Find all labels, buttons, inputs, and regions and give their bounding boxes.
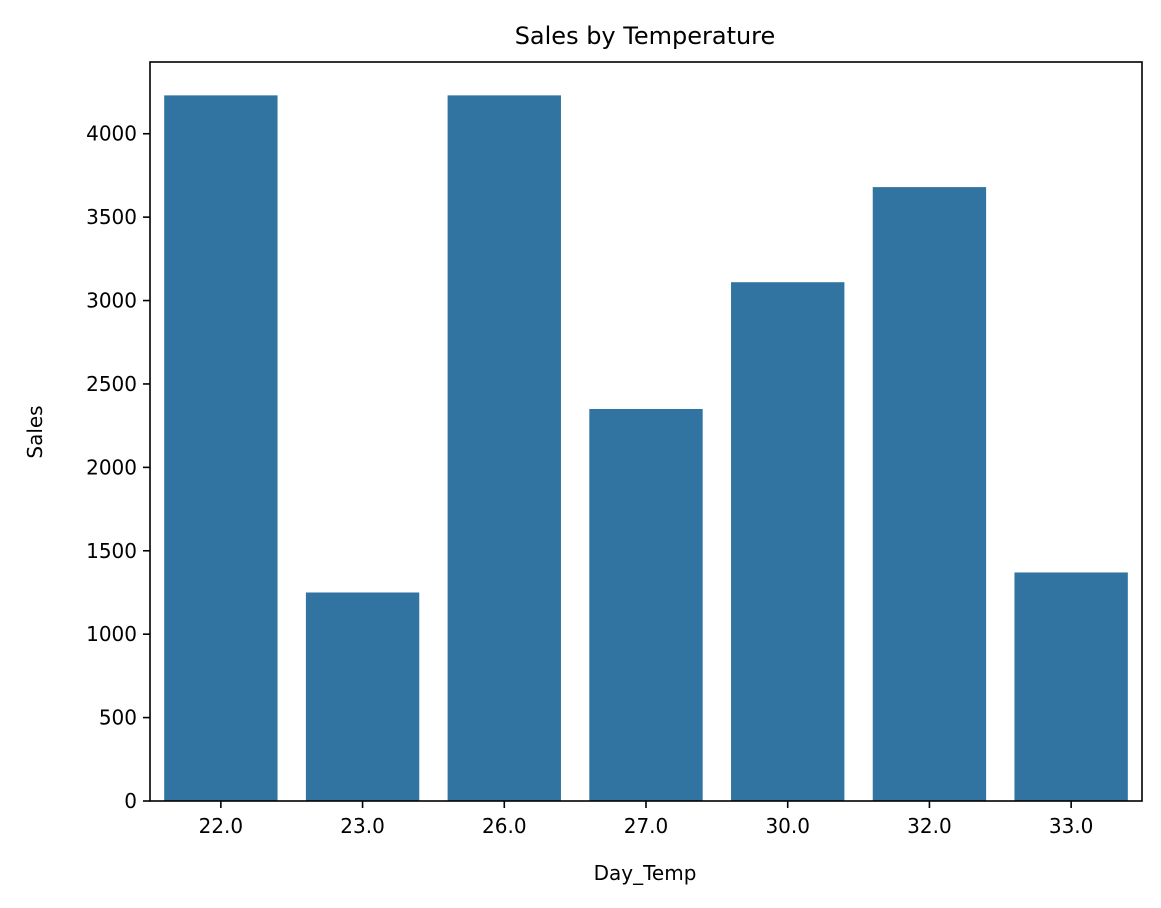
bar-27.0 (589, 408, 703, 801)
x-tick-label: 30.0 (765, 814, 810, 838)
x-axis-label: Day_Temp (594, 861, 697, 885)
bar-26.0 (447, 95, 561, 802)
y-tick-label: 1000 (86, 622, 137, 646)
bar-22.0 (164, 95, 278, 802)
x-tick-label: 23.0 (340, 814, 385, 838)
x-tick-label: 26.0 (482, 814, 527, 838)
x-tick-label: 27.0 (624, 814, 669, 838)
y-tick-label: 2000 (86, 455, 137, 479)
y-tick-label: 3500 (86, 205, 137, 229)
x-axis-ticks: 22.0 23.0 26.0 27.0 30.0 32.0 33.0 (199, 801, 1094, 838)
y-tick-label: 1500 (86, 539, 137, 563)
y-tick-label: 3000 (86, 289, 137, 313)
bar-30.0 (731, 282, 845, 801)
x-tick-label: 22.0 (199, 814, 244, 838)
bar-33.0 (1014, 572, 1128, 801)
plot-frame (149, 61, 1143, 802)
bars (164, 95, 1128, 802)
x-tick-label: 33.0 (1049, 814, 1094, 838)
y-tick-label: 4000 (86, 122, 137, 146)
y-axis-ticks: 0 500 1000 1500 2000 2500 3000 3500 4000 (86, 122, 150, 813)
y-tick-label: 2500 (86, 372, 137, 396)
y-tick-label: 500 (99, 706, 137, 730)
y-tick-label: 0 (124, 789, 137, 813)
bar-32.0 (872, 187, 987, 802)
x-tick-label: 32.0 (907, 814, 952, 838)
bar-23.0 (305, 592, 420, 801)
chart-title: Sales by Temperature (515, 22, 776, 50)
y-axis-label: Sales (23, 405, 47, 458)
